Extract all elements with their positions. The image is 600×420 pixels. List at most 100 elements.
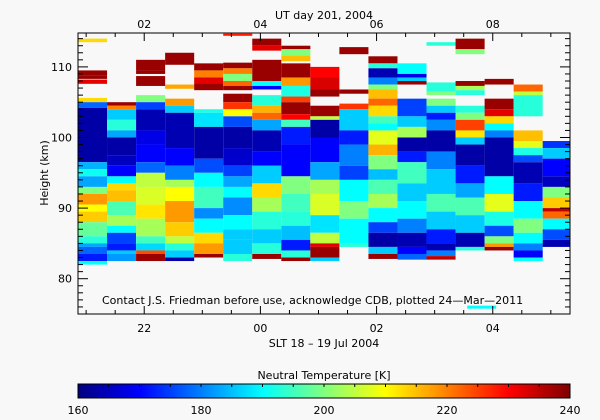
heatmap-cell bbox=[455, 119, 485, 131]
heatmap-cell bbox=[339, 218, 369, 244]
heatmap-cell bbox=[78, 236, 108, 244]
heatmap-cell bbox=[165, 165, 195, 180]
heatmap-cell bbox=[281, 49, 311, 56]
heatmap-cell bbox=[484, 137, 514, 177]
heatmap-cell bbox=[107, 102, 137, 106]
heatmap-cell bbox=[194, 208, 224, 219]
heatmap-cell bbox=[136, 250, 166, 254]
heatmap-cell bbox=[484, 225, 514, 237]
heatmap-cell bbox=[368, 130, 398, 145]
heatmap-cell bbox=[136, 76, 166, 86]
heatmap-cell bbox=[223, 62, 253, 69]
heatmap-cell bbox=[281, 126, 311, 145]
x-axis-title: SLT 18 – 19 Jul 2004 bbox=[269, 337, 380, 350]
heatmap-cell bbox=[281, 63, 311, 78]
heatmap-cell bbox=[368, 56, 398, 64]
heatmap-cell bbox=[368, 89, 398, 99]
heatmap-cell bbox=[78, 186, 108, 194]
heatmap-cell bbox=[223, 33, 253, 36]
heatmap-cell bbox=[542, 208, 570, 212]
heatmap-cell bbox=[426, 112, 456, 120]
heatmap-cell bbox=[194, 186, 224, 209]
heatmap-cell bbox=[165, 236, 195, 244]
heatmap-cell bbox=[397, 162, 427, 184]
heatmap-cell bbox=[78, 169, 108, 177]
heatmap-cell bbox=[194, 83, 224, 91]
heatmap-cell bbox=[194, 109, 224, 113]
heatmap-cell bbox=[165, 105, 195, 113]
heatmap-cell bbox=[136, 102, 166, 110]
heatmap-cell bbox=[542, 197, 570, 209]
heatmap-cell bbox=[368, 123, 398, 131]
heatmap-cell bbox=[513, 183, 543, 202]
heatmap-cell bbox=[368, 246, 398, 254]
heatmap-cell bbox=[107, 130, 137, 138]
heatmap-cell bbox=[542, 211, 570, 219]
heatmap-cell bbox=[426, 151, 456, 170]
heatmap-cell bbox=[107, 250, 137, 254]
heatmap-cell bbox=[165, 186, 195, 202]
heatmap-cell bbox=[484, 78, 514, 85]
heatmap-cell bbox=[426, 130, 456, 152]
heatmap-cell bbox=[165, 52, 195, 65]
heatmap-cell bbox=[281, 85, 311, 97]
heatmap-cell bbox=[78, 79, 108, 84]
heatmap-cell bbox=[310, 257, 340, 262]
heatmap-cell bbox=[194, 77, 224, 84]
heatmap-cell bbox=[223, 197, 253, 216]
heatmap-cell bbox=[223, 165, 253, 177]
heatmap-cell bbox=[136, 243, 166, 251]
heatmap-cell bbox=[455, 183, 485, 198]
heatmap-cell bbox=[397, 253, 427, 260]
heatmap-cell bbox=[310, 243, 340, 247]
heatmap-cell bbox=[165, 257, 195, 262]
heatmap-cell bbox=[368, 63, 398, 69]
heatmap-cell bbox=[513, 141, 543, 149]
heatmap-cell bbox=[397, 201, 427, 219]
y-tick-label: 100 bbox=[51, 131, 72, 144]
heatmap-cell bbox=[513, 232, 543, 244]
heatmap-cell bbox=[107, 243, 137, 251]
heatmap-cell bbox=[339, 103, 369, 110]
heatmap-cell bbox=[339, 165, 369, 180]
heatmap-cell bbox=[455, 49, 485, 55]
heatmap-cell bbox=[194, 172, 224, 187]
y-axis-title: Height (km) bbox=[38, 140, 51, 206]
heatmap-cell bbox=[513, 201, 543, 219]
heatmap-cell bbox=[310, 162, 340, 180]
heatmap-cell bbox=[281, 119, 311, 127]
heatmap-cell bbox=[281, 193, 311, 212]
axis-ticks bbox=[78, 33, 570, 314]
heatmap-cell bbox=[310, 89, 340, 97]
heatmap-cell bbox=[339, 130, 369, 145]
heatmap-cell bbox=[542, 158, 570, 177]
heatmap-cell bbox=[513, 91, 543, 96]
heatmap-cell bbox=[223, 109, 253, 117]
heatmap-cell bbox=[136, 162, 166, 173]
heatmap-cell bbox=[426, 169, 456, 194]
heatmap-cell bbox=[223, 102, 253, 110]
heatmap-cell bbox=[484, 116, 514, 124]
heatmap-cell bbox=[252, 105, 282, 113]
heatmap-cell bbox=[455, 112, 485, 120]
heatmap-cell bbox=[136, 204, 166, 219]
y-tick-label: 110 bbox=[51, 61, 72, 74]
heatmap-cell bbox=[542, 141, 570, 149]
colorbar-title: Neutral Temperature [K] bbox=[257, 369, 390, 382]
heatmap-cell bbox=[78, 222, 108, 237]
heatmap-cell bbox=[252, 211, 282, 230]
heatmap-cell bbox=[513, 84, 543, 92]
heatmap-cell bbox=[484, 193, 514, 212]
heatmap-cell bbox=[78, 162, 108, 170]
heatmap-cell bbox=[455, 130, 485, 138]
heatmap-cell bbox=[368, 193, 398, 209]
heatmap-cell bbox=[78, 193, 108, 205]
heatmap-cell bbox=[368, 84, 398, 90]
heatmap-cell bbox=[78, 211, 108, 223]
heatmap-cell bbox=[136, 172, 166, 187]
heatmap-cell bbox=[426, 98, 456, 106]
heatmap-cell bbox=[252, 183, 282, 198]
heatmap-cell bbox=[310, 246, 340, 258]
heatmap-cell bbox=[484, 236, 514, 244]
heatmap-cell bbox=[136, 70, 166, 74]
